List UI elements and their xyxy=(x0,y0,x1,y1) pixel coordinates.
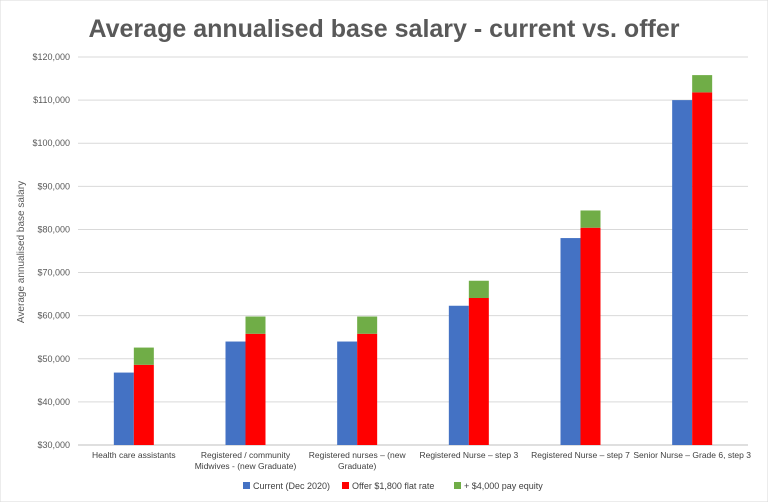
legend: Current (Dec 2020) Offer $1,800 flat rate… xyxy=(243,481,543,491)
y-tick-label: $50,000 xyxy=(37,354,70,364)
bar-pay-equity xyxy=(245,316,266,334)
y-tick-label: $80,000 xyxy=(37,224,70,234)
legend-label: Offer $1,800 flat rate xyxy=(352,481,434,491)
y-tick-label: $60,000 xyxy=(37,311,70,321)
bar-offer xyxy=(133,364,154,445)
y-tick-label: $110,000 xyxy=(33,95,70,105)
bar-current xyxy=(560,238,581,445)
x-category-label: Registered Nurse – step 7 xyxy=(531,450,630,460)
bar-current xyxy=(672,100,693,445)
legend-swatch xyxy=(454,482,461,489)
x-category-label: Graduate) xyxy=(338,461,376,471)
y-tick-label: $40,000 xyxy=(37,397,70,407)
y-tick-label: $70,000 xyxy=(37,268,70,278)
x-category-label: Midwives - (new Graduate) xyxy=(195,461,297,471)
bar-pay-equity xyxy=(468,280,489,298)
x-category-label: Senior Nurse – Grade 6, step 3 xyxy=(633,450,751,460)
y-tick-label: $100,000 xyxy=(32,138,70,148)
bar-current xyxy=(448,305,469,445)
y-axis-ticks: $30,000 $40,000 $50,000 $60,000 $70,000 $80,0… xyxy=(32,52,70,450)
bar-pay-equity xyxy=(692,75,713,93)
x-category-label: Registered / community xyxy=(201,450,291,460)
bars xyxy=(113,75,713,446)
x-category-label: Health care assistants xyxy=(92,450,176,460)
y-tick-label: $30,000 xyxy=(37,440,70,450)
legend-swatch xyxy=(342,482,349,489)
bar-current xyxy=(113,372,134,445)
y-axis-title: Average annualised base salary xyxy=(16,181,27,323)
bar-offer xyxy=(245,333,266,445)
y-tick-label: $120,000 xyxy=(32,52,70,62)
x-category-label: Registered nurses – (new xyxy=(309,450,407,460)
legend-label: + $4,000 pay equity xyxy=(464,481,543,491)
bar-offer xyxy=(692,92,713,446)
legend-swatch xyxy=(243,482,250,489)
x-category-label: Registered Nurse – step 3 xyxy=(419,450,518,460)
bar-offer xyxy=(580,227,601,445)
bar-current xyxy=(337,341,358,445)
x-axis-categories: Health care assistants Registered / commu… xyxy=(92,450,751,471)
bar-pay-equity xyxy=(133,347,154,365)
gridlines xyxy=(78,56,748,446)
chart-title: Average annualised base salary - current… xyxy=(89,15,680,43)
legend-label: Current (Dec 2020) xyxy=(253,481,330,491)
bar-offer xyxy=(357,333,378,445)
bar-offer xyxy=(468,297,489,445)
bar-current xyxy=(225,341,246,445)
y-tick-label: $90,000 xyxy=(37,181,70,191)
bar-pay-equity xyxy=(580,210,601,228)
bar-pay-equity xyxy=(357,316,378,334)
